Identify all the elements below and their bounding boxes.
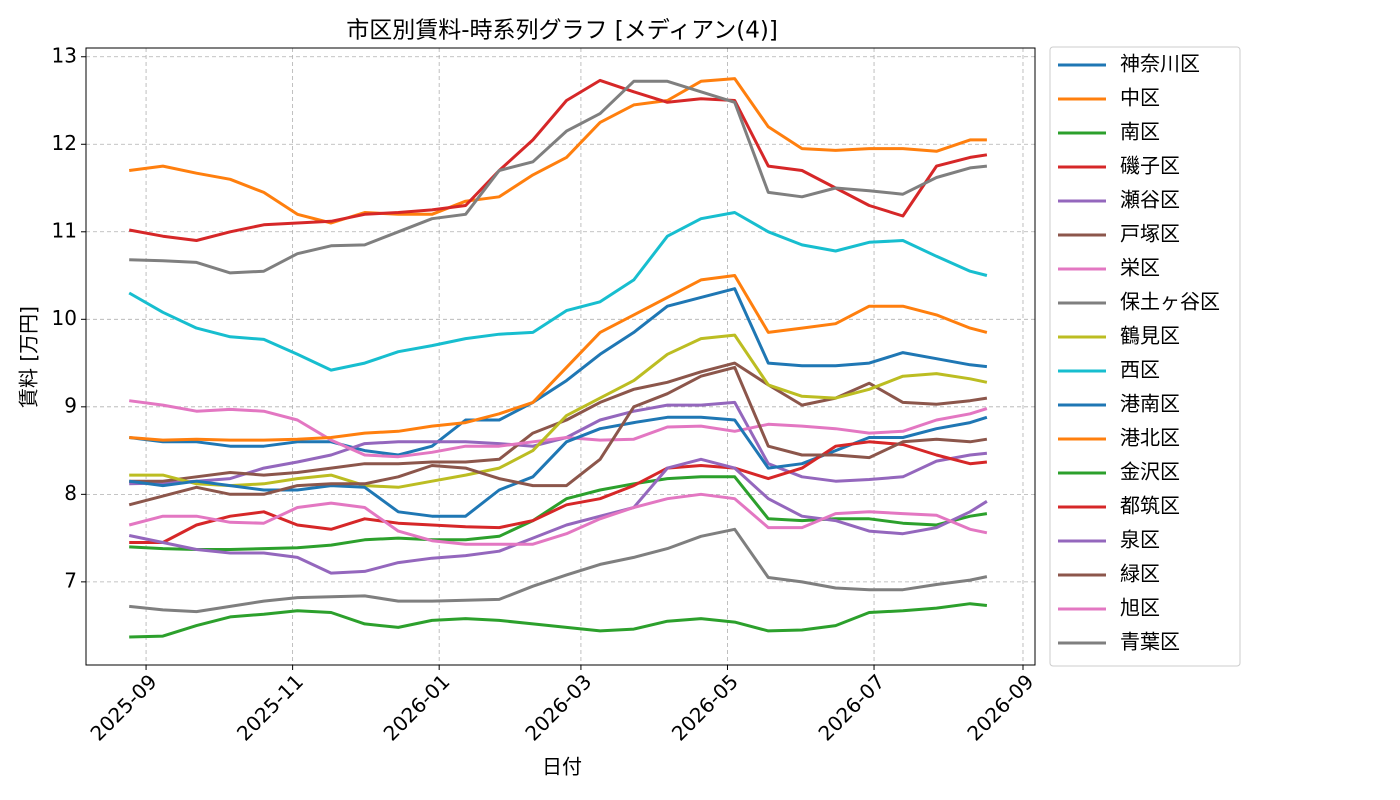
- legend-label: 栄区: [1120, 256, 1160, 280]
- series-line: [128, 492, 988, 546]
- series-line: [129, 333, 988, 489]
- y-tick-label: 9: [64, 393, 77, 417]
- x-tick-label: 2026-01: [379, 669, 455, 745]
- x-tick-label: 2025-09: [85, 669, 161, 745]
- legend-label: 港南区: [1120, 392, 1180, 416]
- series-line: [129, 274, 988, 442]
- series-line: [129, 79, 988, 275]
- plot-frame: [85, 47, 1036, 666]
- series-line: [129, 602, 988, 639]
- legend-label: 青葉区: [1120, 630, 1180, 654]
- legend-label: 神奈川区: [1120, 52, 1200, 76]
- chart-title: 市区別賃料-時系列グラフ [メディアン(4)]: [346, 18, 778, 44]
- series-line: [129, 77, 987, 225]
- legend-label: 金沢区: [1120, 460, 1180, 484]
- legend-label: 都筑区: [1120, 494, 1180, 518]
- legend-label: 緑区: [1120, 562, 1160, 586]
- legend-label: 保土ヶ谷区: [1120, 290, 1220, 314]
- y-tick-label: 7: [64, 568, 77, 592]
- series-line: [129, 527, 988, 614]
- x-tick-label: 2026-05: [667, 669, 743, 745]
- series-line: [128, 211, 988, 372]
- x-tick-label: 2026-07: [813, 669, 889, 745]
- x-axis-label: 日付: [542, 755, 582, 779]
- x-tick-label: 2026-09: [962, 669, 1038, 745]
- series-line: [129, 361, 988, 483]
- legend-label: 泉区: [1120, 528, 1160, 552]
- legend-label: 南区: [1120, 120, 1160, 144]
- legend-label: 磯子区: [1120, 154, 1180, 178]
- series-line: [128, 457, 988, 575]
- legend-label: 港北区: [1120, 426, 1180, 450]
- legend-label: 中区: [1120, 86, 1160, 110]
- legend-label: 鶴見区: [1120, 324, 1180, 348]
- y-tick-label: 13: [52, 43, 77, 67]
- legend-label: 戸塚区: [1120, 222, 1180, 246]
- legend-label: 瀬谷区: [1120, 188, 1180, 212]
- y-tick-label: 12: [52, 131, 77, 155]
- series-line: [129, 440, 988, 544]
- series-line: [128, 78, 988, 242]
- series-line: [128, 365, 988, 507]
- legend-label: 旭区: [1120, 596, 1160, 620]
- series-line: [129, 287, 988, 457]
- y-axis-label: 賃料 [万円]: [17, 306, 41, 408]
- series-line: [129, 399, 988, 459]
- x-tick-label: 2026-03: [520, 669, 596, 745]
- series-line: [129, 475, 988, 551]
- y-tick-label: 11: [52, 218, 77, 242]
- y-tick-label: 10: [52, 306, 77, 330]
- y-tick-label: 8: [64, 481, 77, 505]
- x-tick-label: 2025-11: [232, 669, 308, 745]
- legend-label: 西区: [1120, 358, 1160, 382]
